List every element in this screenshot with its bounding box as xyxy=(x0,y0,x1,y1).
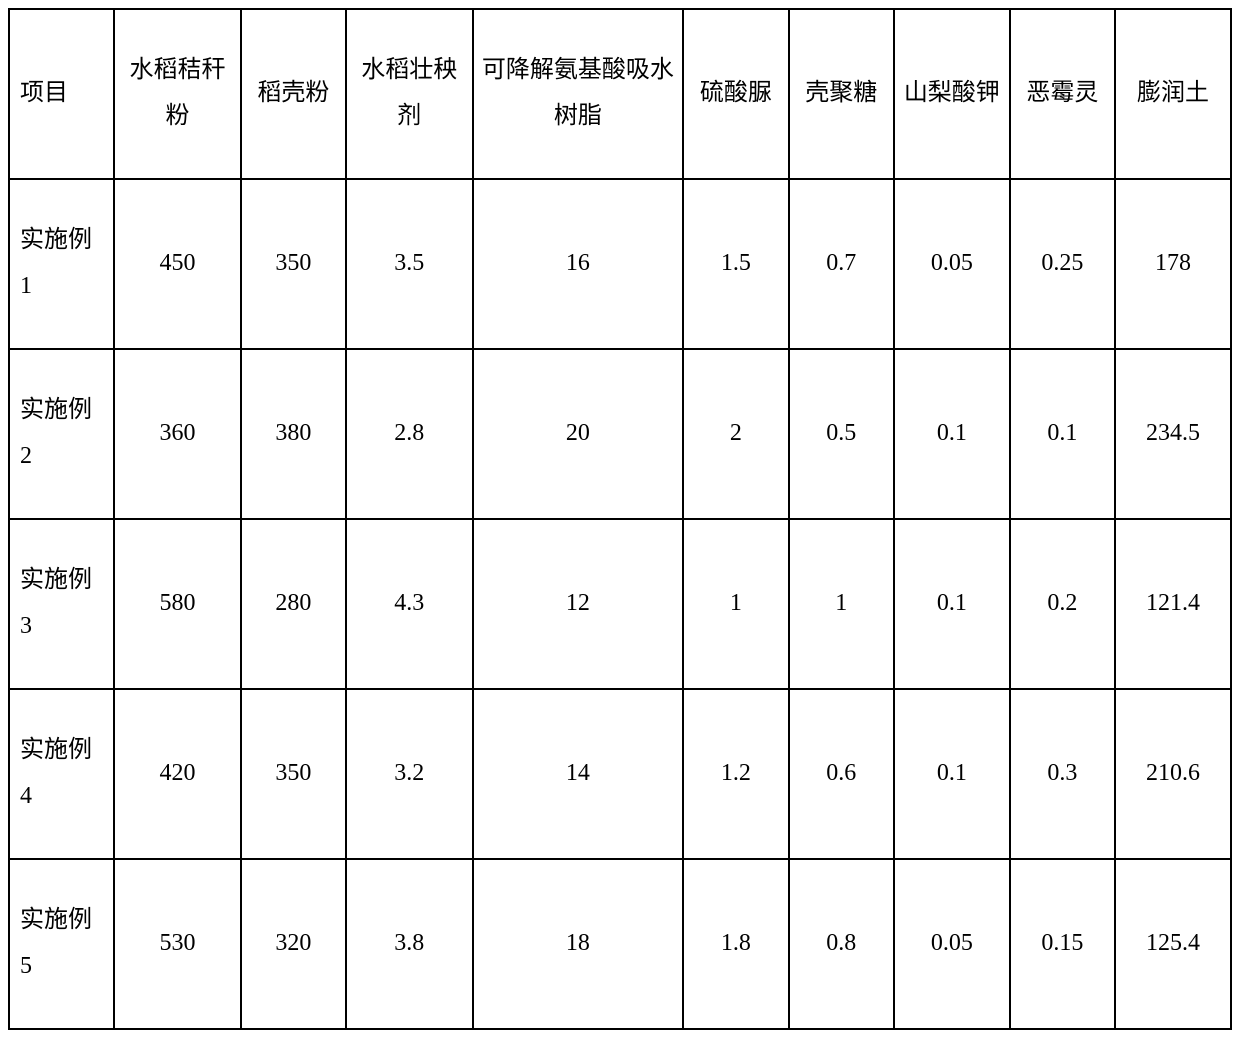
column-header-2: 稻壳粉 xyxy=(241,9,346,179)
cell: 320 xyxy=(241,859,346,1029)
cell: 0.5 xyxy=(789,349,894,519)
cell: 121.4 xyxy=(1115,519,1231,689)
cell: 0.1 xyxy=(894,349,1010,519)
cell: 14 xyxy=(473,689,684,859)
column-header-6: 壳聚糖 xyxy=(789,9,894,179)
row-header-5: 实施例 5 xyxy=(9,859,114,1029)
cell: 1.5 xyxy=(683,179,788,349)
cell: 0.7 xyxy=(789,179,894,349)
cell: 20 xyxy=(473,349,684,519)
cell: 0.1 xyxy=(1010,349,1115,519)
cell: 280 xyxy=(241,519,346,689)
table-header-row: 项目 水稻秸秆粉 稻壳粉 水稻壮秧剂 可降解氨基酸吸水树脂 硫酸脲 壳聚糖 山梨… xyxy=(9,9,1231,179)
column-header-1: 水稻秸秆粉 xyxy=(114,9,240,179)
cell: 0.8 xyxy=(789,859,894,1029)
cell: 178 xyxy=(1115,179,1231,349)
cell: 450 xyxy=(114,179,240,349)
cell: 3.8 xyxy=(346,859,472,1029)
cell: 530 xyxy=(114,859,240,1029)
cell: 0.2 xyxy=(1010,519,1115,689)
cell: 0.1 xyxy=(894,519,1010,689)
column-header-8: 恶霉灵 xyxy=(1010,9,1115,179)
cell: 1.2 xyxy=(683,689,788,859)
cell: 125.4 xyxy=(1115,859,1231,1029)
cell: 0.3 xyxy=(1010,689,1115,859)
row-header-2: 实施例 2 xyxy=(9,349,114,519)
row-header-3: 实施例 3 xyxy=(9,519,114,689)
table-row: 实施例 5 530 320 3.8 18 1.8 0.8 0.05 0.15 1… xyxy=(9,859,1231,1029)
table-row: 实施例 2 360 380 2.8 20 2 0.5 0.1 0.1 234.5 xyxy=(9,349,1231,519)
cell: 12 xyxy=(473,519,684,689)
cell: 350 xyxy=(241,689,346,859)
cell: 3.2 xyxy=(346,689,472,859)
column-header-7: 山梨酸钾 xyxy=(894,9,1010,179)
cell: 420 xyxy=(114,689,240,859)
table-row: 实施例 3 580 280 4.3 12 1 1 0.1 0.2 121.4 xyxy=(9,519,1231,689)
cell: 18 xyxy=(473,859,684,1029)
cell: 0.25 xyxy=(1010,179,1115,349)
cell: 1 xyxy=(789,519,894,689)
cell: 580 xyxy=(114,519,240,689)
cell: 3.5 xyxy=(346,179,472,349)
cell: 4.3 xyxy=(346,519,472,689)
column-header-3: 水稻壮秧剂 xyxy=(346,9,472,179)
table-row: 实施例 1 450 350 3.5 16 1.5 0.7 0.05 0.25 1… xyxy=(9,179,1231,349)
cell: 234.5 xyxy=(1115,349,1231,519)
cell: 0.1 xyxy=(894,689,1010,859)
table-row: 实施例 4 420 350 3.2 14 1.2 0.6 0.1 0.3 210… xyxy=(9,689,1231,859)
data-table: 项目 水稻秸秆粉 稻壳粉 水稻壮秧剂 可降解氨基酸吸水树脂 硫酸脲 壳聚糖 山梨… xyxy=(8,8,1232,1030)
column-header-project: 项目 xyxy=(9,9,114,179)
column-header-5: 硫酸脲 xyxy=(683,9,788,179)
cell: 0.15 xyxy=(1010,859,1115,1029)
column-header-4: 可降解氨基酸吸水树脂 xyxy=(473,9,684,179)
cell: 350 xyxy=(241,179,346,349)
cell: 360 xyxy=(114,349,240,519)
table-body: 实施例 1 450 350 3.5 16 1.5 0.7 0.05 0.25 1… xyxy=(9,179,1231,1029)
cell: 1.8 xyxy=(683,859,788,1029)
row-header-4: 实施例 4 xyxy=(9,689,114,859)
cell: 210.6 xyxy=(1115,689,1231,859)
cell: 1 xyxy=(683,519,788,689)
cell: 16 xyxy=(473,179,684,349)
row-header-1: 实施例 1 xyxy=(9,179,114,349)
cell: 0.05 xyxy=(894,179,1010,349)
cell: 2.8 xyxy=(346,349,472,519)
cell: 2 xyxy=(683,349,788,519)
cell: 0.6 xyxy=(789,689,894,859)
column-header-9: 膨润土 xyxy=(1115,9,1231,179)
cell: 380 xyxy=(241,349,346,519)
cell: 0.05 xyxy=(894,859,1010,1029)
